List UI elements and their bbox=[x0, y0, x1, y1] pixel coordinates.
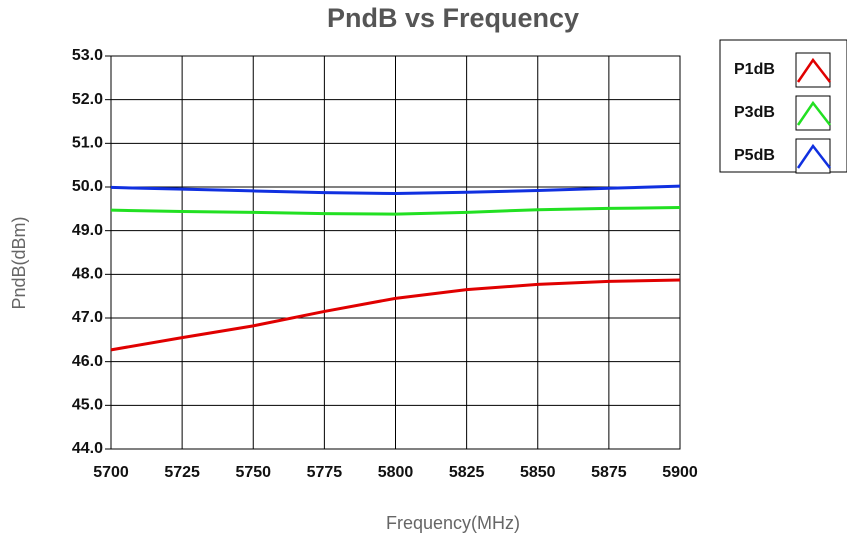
series-line bbox=[110, 206, 681, 216]
y-tick-label: 44.0 bbox=[72, 440, 103, 457]
legend-label: P1dB bbox=[734, 61, 775, 78]
x-tick-label: 5850 bbox=[520, 464, 556, 481]
y-tick-label: 48.0 bbox=[72, 266, 103, 283]
y-tick-label: 46.0 bbox=[72, 353, 103, 370]
x-tick-label: 5875 bbox=[591, 464, 627, 481]
legend-swatch bbox=[796, 143, 831, 169]
chart-title: PndB vs Frequency bbox=[327, 3, 579, 33]
y-tick-label: 45.0 bbox=[72, 397, 103, 414]
y-tick-label: 51.0 bbox=[72, 135, 103, 152]
y-tick-label: 53.0 bbox=[72, 47, 103, 64]
y-tick-label: 52.0 bbox=[72, 91, 103, 108]
y-tick-label: 49.0 bbox=[72, 222, 103, 239]
x-tick-label: 5775 bbox=[307, 464, 343, 481]
series-line bbox=[110, 278, 681, 352]
legend-swatch bbox=[796, 100, 831, 126]
x-tick-label: 5750 bbox=[235, 464, 271, 481]
x-tick-label: 5700 bbox=[93, 464, 129, 481]
y-tick-label: 50.0 bbox=[72, 178, 103, 195]
y-axis-label: PndB(dBm) bbox=[9, 216, 29, 309]
series-line bbox=[110, 184, 681, 196]
legend-swatch bbox=[796, 57, 831, 83]
legend-label: P3dB bbox=[734, 104, 775, 121]
x-tick-label: 5725 bbox=[164, 464, 200, 481]
x-tick-label: 5800 bbox=[378, 464, 414, 481]
legend-label: P5dB bbox=[734, 147, 775, 164]
x-axis-label: Frequency(MHz) bbox=[386, 513, 520, 533]
x-tick-label: 5825 bbox=[449, 464, 485, 481]
x-tick-label: 5900 bbox=[662, 464, 698, 481]
y-tick-label: 47.0 bbox=[72, 309, 103, 326]
